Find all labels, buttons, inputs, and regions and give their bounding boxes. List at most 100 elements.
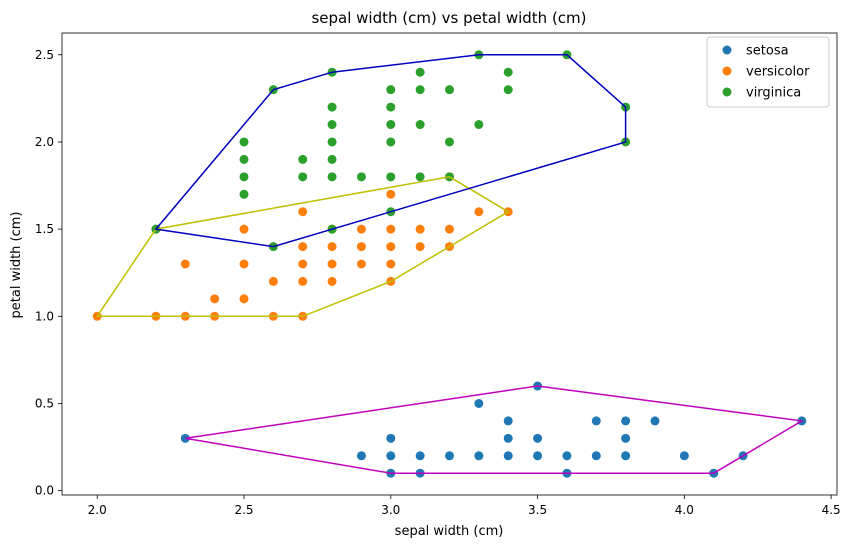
setosa-point [474, 451, 484, 461]
y-tick-label: 0.0 [35, 484, 54, 498]
versicolor-point [298, 207, 308, 217]
versicolor-point [180, 259, 190, 269]
versicolor-point [386, 189, 396, 199]
versicolor-point [386, 259, 396, 269]
setosa-point [621, 433, 631, 443]
setosa-point [503, 416, 513, 426]
virginica-point [327, 154, 337, 164]
setosa-point [621, 451, 631, 461]
virginica-point [415, 120, 425, 130]
versicolor-point [239, 259, 249, 269]
versicolor-point [210, 294, 220, 304]
versicolor-point [415, 242, 425, 252]
virginica-point [474, 120, 484, 130]
virginica-point [386, 120, 396, 130]
setosa-legend-label: setosa [746, 44, 789, 59]
versicolor-point [298, 259, 308, 269]
virginica-point [239, 154, 249, 164]
setosa-point [386, 451, 396, 461]
virginica-legend-marker [722, 87, 732, 97]
points-layer [92, 50, 807, 478]
virginica-point [415, 172, 425, 182]
legend: setosa versicolor virginica [706, 36, 830, 108]
setosa-point [503, 433, 513, 443]
versicolor-point [356, 242, 366, 252]
setosa-point [445, 451, 454, 461]
hull-layer [95, 54, 805, 474]
y-tick-label: 1.0 [35, 309, 54, 323]
y-tick-label: 1.5 [35, 222, 54, 236]
virginica-hull [154, 54, 627, 248]
setosa-point [562, 451, 572, 461]
versicolor-point [327, 242, 337, 252]
virginica-point [386, 85, 396, 95]
virginica-point [503, 85, 513, 95]
versicolor-point [239, 224, 249, 234]
virginica-point [239, 137, 249, 147]
setosa-hull [185, 385, 805, 474]
versicolor-point [298, 276, 308, 286]
setosa-point [650, 416, 660, 426]
virginica-point [298, 172, 308, 182]
setosa-point [591, 416, 601, 426]
setosa-point [386, 433, 396, 443]
x-tick-label: 4.5 [822, 503, 841, 517]
setosa-legend-marker [722, 45, 732, 55]
x-tick-label: 2.0 [88, 503, 107, 517]
virginica-point [445, 85, 454, 95]
setosa-point [533, 451, 543, 461]
setosa-point [533, 433, 543, 443]
versicolor-point [356, 259, 366, 269]
y-tick-label: 2.0 [35, 135, 54, 149]
setosa-point [591, 451, 601, 461]
virginica-point [327, 120, 337, 130]
setosa-point [679, 451, 689, 461]
versicolor-point [239, 294, 249, 304]
versicolor-legend-label: versicolor [746, 65, 810, 80]
legend-box [706, 36, 830, 108]
versicolor-point [386, 242, 396, 252]
versicolor-point [327, 259, 337, 269]
virginica-point [503, 67, 513, 77]
versicolor-legend-marker [722, 66, 732, 76]
setosa-point [356, 451, 366, 461]
versicolor-point [415, 224, 425, 234]
y-axis-label: petal width (cm) [9, 212, 24, 319]
setosa-point [621, 416, 631, 426]
versicolor-point [268, 276, 278, 286]
plot-frame [61, 32, 838, 496]
y-tick-label: 2.5 [35, 48, 54, 62]
virginica-point [356, 172, 366, 182]
y-tick-label: 0.5 [35, 396, 54, 410]
versicolor-point [356, 224, 366, 234]
x-tick-label: 3.0 [381, 503, 400, 517]
x-tick-label: 2.5 [234, 503, 253, 517]
versicolor-point [386, 224, 396, 234]
x-axis-label: sepal width (cm) [395, 524, 504, 539]
virginica-point [327, 172, 337, 182]
setosa-point [503, 451, 513, 461]
x-axis-ticks: 2.0 2.5 3.0 3.5 4.0 4.5 [88, 495, 841, 517]
versicolor-hull [95, 176, 510, 318]
setosa-point [474, 398, 484, 408]
virginica-point [386, 137, 396, 147]
virginica-legend-label: virginica [746, 86, 801, 101]
versicolor-point [474, 207, 484, 217]
virginica-point [415, 85, 425, 95]
versicolor-point [445, 224, 454, 234]
setosa-point [415, 451, 425, 461]
virginica-point [327, 102, 337, 112]
versicolor-point [298, 242, 308, 252]
virginica-point [445, 137, 454, 147]
versicolor-point [327, 276, 337, 286]
virginica-point [239, 189, 249, 199]
virginica-point [239, 172, 249, 182]
virginica-point [386, 172, 396, 182]
chart-title: sepal width (cm) vs petal width (cm) [311, 9, 586, 27]
virginica-point [298, 154, 308, 164]
virginica-point [415, 67, 425, 77]
y-axis-ticks: 0.0 0.5 1.0 1.5 2.0 2.5 [35, 48, 62, 498]
x-tick-label: 3.5 [528, 503, 547, 517]
virginica-point [327, 137, 337, 147]
